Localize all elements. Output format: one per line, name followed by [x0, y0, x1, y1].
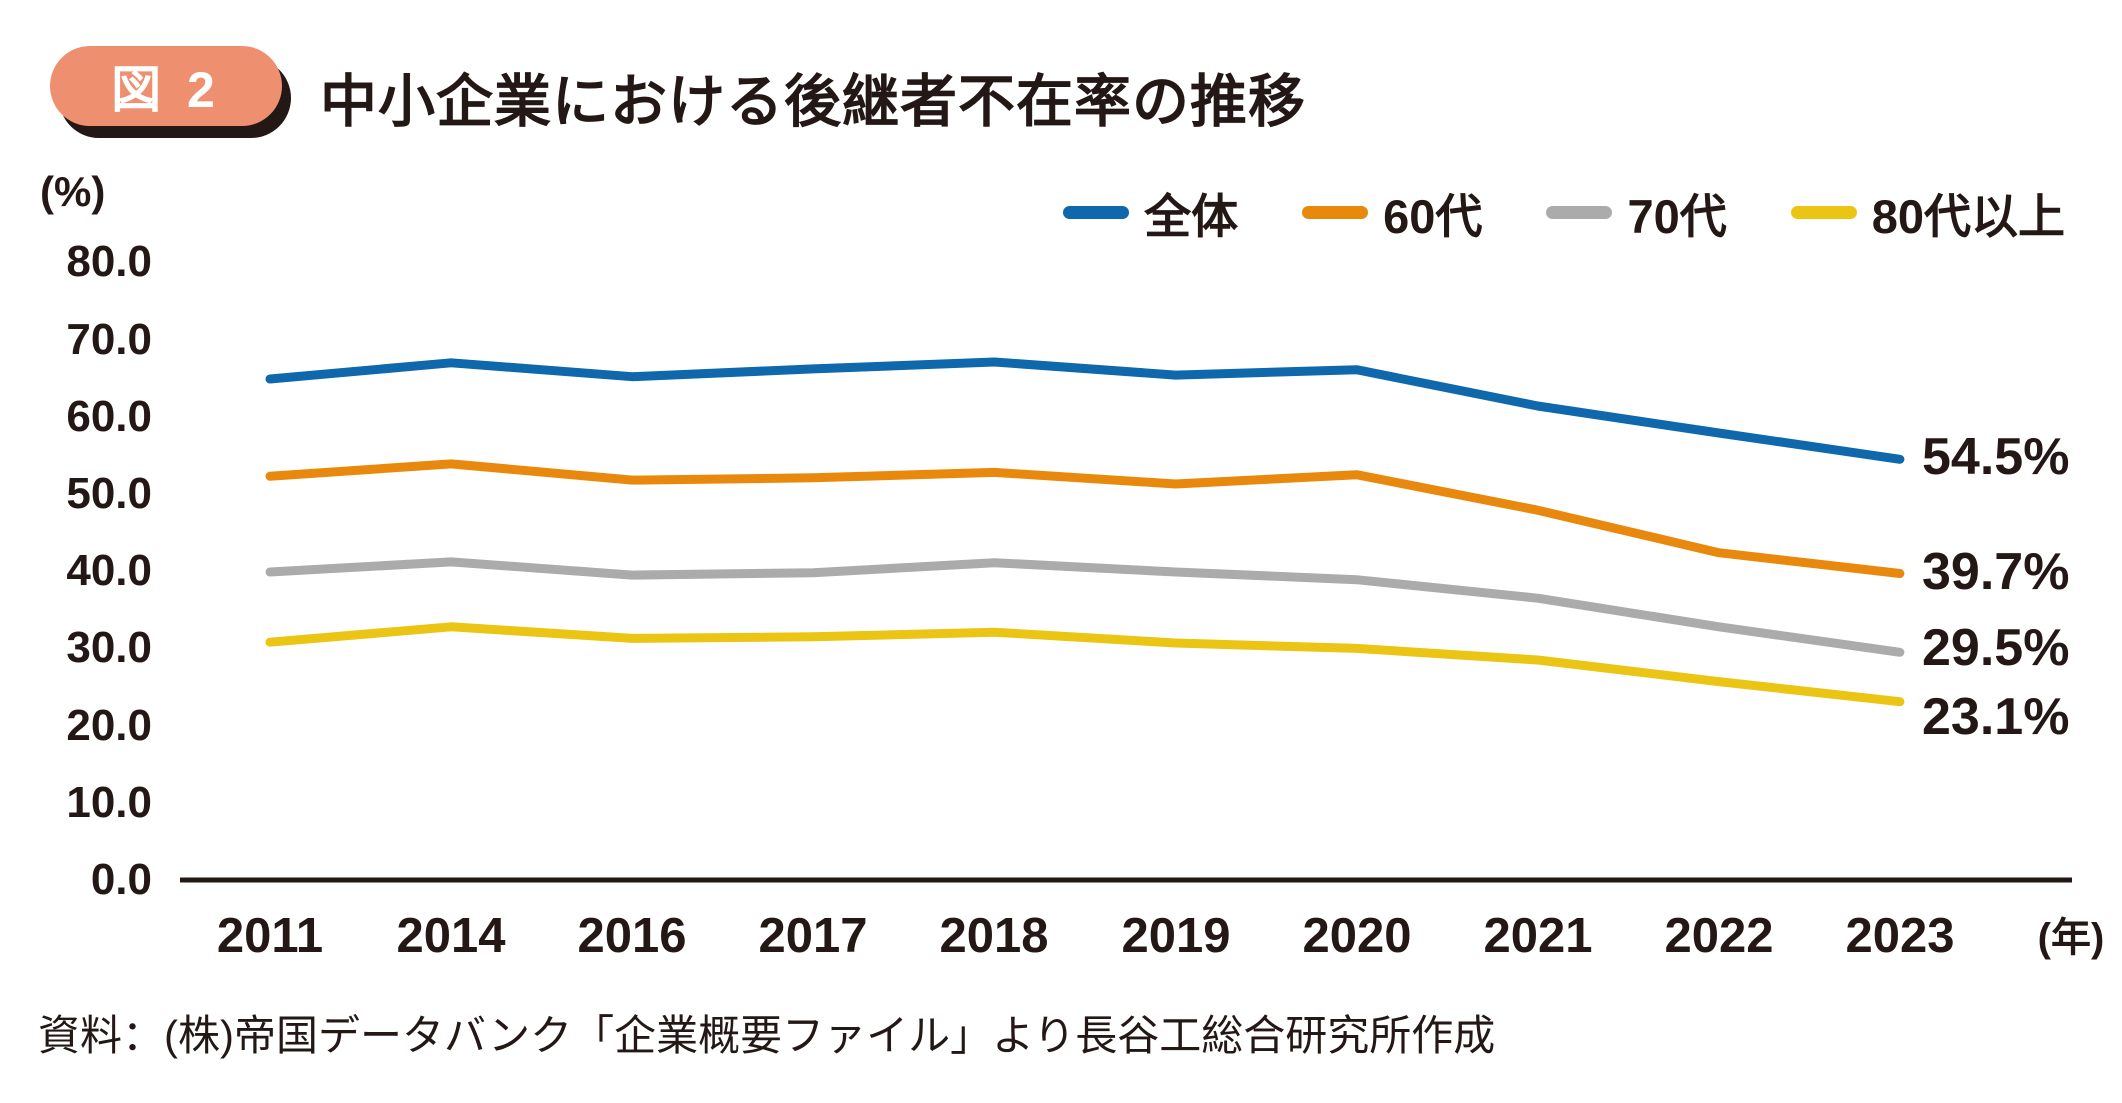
y-tick-70: 70.0 — [66, 315, 152, 364]
legend: 全体 60代 70代 80代以上 — [1063, 178, 2065, 247]
legend-label-80s: 80代以上 — [1871, 190, 2065, 243]
x-tick-2017: 2017 — [758, 909, 868, 963]
end-value-70s: 29.5% — [1922, 619, 2070, 677]
x-tick-2011: 2011 — [216, 909, 324, 963]
y-tick-40: 40.0 — [66, 546, 152, 595]
y-tick-10: 10.0 — [66, 778, 152, 827]
y-tick-0: 0.0 — [90, 855, 152, 904]
x-tick-2021: 2021 — [1483, 909, 1593, 963]
x-tick-2019: 2019 — [1121, 909, 1231, 963]
legend-item-80s: 80代以上 — [1790, 178, 2065, 247]
y-tick-20: 20.0 — [66, 701, 152, 750]
end-value-80s: 23.1% — [1922, 688, 2070, 746]
x-tick-2014: 2014 — [396, 909, 506, 963]
legend-label-70s: 70代 — [1627, 190, 1727, 243]
x-tick-2018: 2018 — [939, 909, 1049, 963]
x-axis-unit-label: (年) — [2037, 916, 2105, 960]
figure-number-badge: 図 2 — [50, 46, 282, 126]
legend-label-overall: 全体 — [1144, 190, 1239, 243]
x-tick-2020: 2020 — [1302, 909, 1412, 963]
legend-swatch-60s — [1302, 206, 1369, 219]
y-axis-unit-label: (%) — [40, 168, 106, 215]
legend-item-60s: 60代 — [1302, 178, 1482, 247]
figure-number-label: 図 2 — [111, 62, 221, 118]
x-tick-2023: 2023 — [1845, 909, 1955, 963]
source-note: 資料：(株)帝国データバンク「企業概要ファイル」より長谷工総合研究所作成 — [38, 1012, 1496, 1059]
series-line-1 — [265, 459, 1905, 578]
x-tick-2016: 2016 — [577, 909, 687, 963]
series-line-0 — [265, 357, 1905, 464]
legend-item-70s: 70代 — [1546, 178, 1727, 247]
legend-swatch-overall — [1063, 206, 1130, 219]
end-value-overall: 54.5% — [1922, 428, 2070, 486]
y-tick-50: 50.0 — [66, 469, 152, 518]
y-tick-80: 80.0 — [66, 237, 152, 286]
y-tick-30: 30.0 — [66, 623, 152, 672]
legend-label-60s: 60代 — [1383, 190, 1483, 243]
y-tick-60: 60.0 — [66, 392, 152, 441]
end-value-60s: 39.7% — [1922, 543, 2070, 601]
chart-title: 中小企業における後継者不在率の推移 — [320, 70, 1306, 134]
legend-swatch-70s — [1546, 206, 1613, 219]
series-line-3 — [265, 622, 1905, 707]
series-line-2 — [265, 557, 1905, 657]
x-tick-2022: 2022 — [1664, 909, 1774, 963]
legend-item-overall: 全体 — [1063, 178, 1238, 247]
legend-swatch-80s — [1790, 206, 1857, 219]
